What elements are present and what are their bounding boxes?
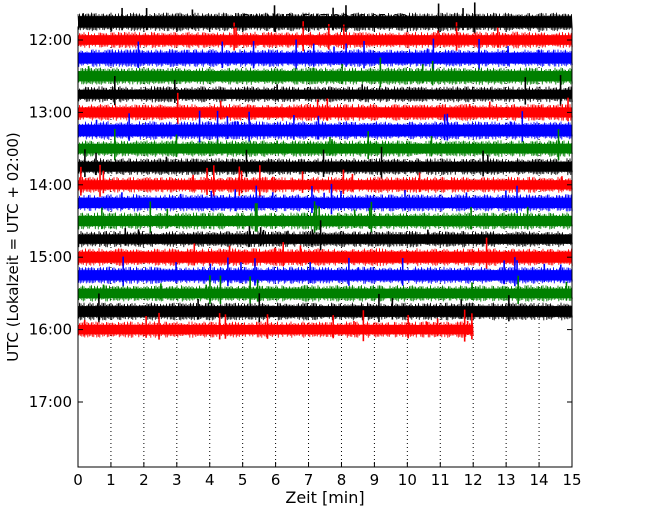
trace-row — [77, 128, 573, 161]
trace-row — [77, 237, 573, 269]
y-tick-label: 16:00 — [29, 321, 72, 339]
trace-waveform — [77, 103, 573, 121]
y-tick-label: 12:00 — [29, 31, 72, 49]
trace-waveform — [77, 12, 573, 32]
trace-waveform — [77, 67, 573, 85]
trace-waveform — [77, 176, 573, 193]
y-tick-label: 14:00 — [29, 176, 72, 194]
trace-row — [77, 38, 573, 70]
x-tick-label: 2 — [139, 471, 149, 489]
y-tick-label: 13:00 — [29, 103, 72, 121]
trace-waveform — [77, 285, 573, 302]
trace-layer — [77, 2, 573, 342]
trace-row — [77, 256, 573, 287]
plot-frame — [77, 26, 573, 468]
trace-row — [77, 57, 573, 88]
trace-waveform — [77, 266, 573, 284]
x-tick-label: 13 — [497, 471, 516, 489]
trace-row — [77, 309, 474, 342]
y-axis: 12:00 13:00 14:00 15:00 16:00 17:00 — [29, 31, 572, 411]
x-tick-label: 12 — [464, 471, 483, 489]
trace-waveform — [77, 31, 573, 49]
x-tick-label: 5 — [238, 471, 248, 489]
trace-waveform — [77, 49, 573, 68]
trace-row — [77, 110, 573, 143]
trace-waveform — [77, 230, 573, 248]
trace-waveform — [77, 212, 573, 230]
x-tick-label: 14 — [530, 471, 549, 489]
x-tick-label: 8 — [337, 471, 347, 489]
trace-row — [77, 220, 573, 251]
y-tick-label: 15:00 — [29, 248, 72, 266]
trace-waveform — [77, 158, 573, 176]
trace-waveform — [77, 121, 573, 140]
trace-row — [77, 183, 573, 215]
x-tick-label: 6 — [271, 471, 281, 489]
y-tick-label: 17:00 — [29, 393, 72, 411]
trace-waveform — [77, 302, 573, 321]
x-tick-label: 10 — [398, 471, 417, 489]
trace-row — [77, 146, 573, 179]
x-axis-label: Zeit [min] — [285, 488, 364, 507]
trace-row — [77, 201, 573, 233]
trace-row — [77, 275, 573, 305]
x-tick-label: 3 — [172, 471, 182, 489]
x-tick-label: 4 — [205, 471, 215, 489]
trace-waveform — [77, 86, 573, 103]
x-tick-label: 11 — [431, 471, 450, 489]
trace-waveform — [77, 194, 573, 212]
x-tick-label: 0 — [73, 471, 83, 489]
trace-row — [77, 164, 573, 197]
trace-row — [77, 293, 573, 323]
trace-waveform — [77, 140, 573, 157]
x-tick-label: 7 — [304, 471, 314, 489]
x-tick-label: 9 — [370, 471, 380, 489]
trace-waveform — [77, 248, 573, 267]
x-axis: 0 1 2 3 4 5 6 7 8 9 10 11 12 13 14 15 — [73, 27, 582, 489]
x-tick-label: 1 — [106, 471, 116, 489]
y-axis-label: UTC (Lokalzeit = UTC + 02:00) — [4, 132, 22, 362]
trace-row — [77, 75, 573, 106]
x-tick-label: 15 — [562, 471, 581, 489]
